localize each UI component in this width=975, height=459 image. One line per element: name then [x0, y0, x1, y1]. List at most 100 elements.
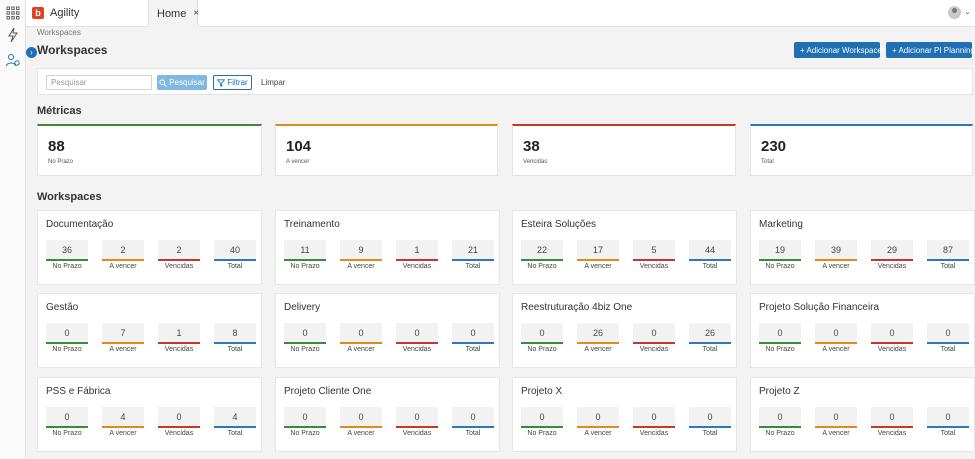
chevron-down-icon[interactable]: ⌄: [964, 7, 971, 16]
add-pi-planning-button[interactable]: + Adicionar PI Planning: [886, 42, 975, 58]
workspace-stat: 0 Total: [689, 407, 731, 437]
workspace-stat-value: 0: [284, 323, 326, 344]
workspace-stat: 36 No Prazo: [46, 240, 88, 270]
filter-button[interactable]: Filtrar: [213, 75, 252, 90]
workspace-stat: 0 A vencer: [577, 407, 619, 437]
search-icon: [159, 78, 168, 87]
workspace-stat: 0 No Prazo: [46, 323, 88, 353]
workspace-stat-label: Vencidas: [164, 430, 194, 437]
workspace-stat: 0 Vencidas: [871, 407, 913, 437]
workspace-card[interactable]: Projeto Z 0 No Prazo 0 A vencer 0 Vencidas 0 Tot…: [750, 377, 975, 452]
breadcrumb[interactable]: Workspaces: [37, 28, 81, 37]
workspace-stat-value: 5: [633, 240, 675, 261]
workspace-name[interactable]: Treinamento: [284, 219, 340, 230]
workspace-stat: 1 Vencidas: [158, 323, 200, 353]
users-settings-icon[interactable]: [5, 52, 21, 68]
workspace-card[interactable]: Treinamento 11 No Prazo 9 A vencer 1 Vencidas 2…: [275, 210, 500, 285]
workspace-stat: 0 Total: [927, 407, 969, 437]
filter-icon: [217, 78, 226, 87]
workspace-stat-label: Vencidas: [639, 430, 669, 437]
workspace-card[interactable]: Marketing 19 No Prazo 39 A vencer 29 Vencidas 8…: [750, 210, 975, 285]
workspace-stat-value: 0: [759, 407, 801, 428]
workspace-stat-label: Total: [702, 430, 718, 437]
tab-close-icon[interactable]: ×: [193, 8, 200, 19]
sidebar-expand-icon[interactable]: ›: [26, 47, 37, 58]
workspace-name[interactable]: Projeto X: [521, 386, 563, 397]
workspace-stat-value: 0: [46, 407, 88, 428]
workspace-card[interactable]: Delivery 0 No Prazo 0 A vencer 0 Vencidas 0 Tota…: [275, 293, 500, 368]
metric-label: Total: [761, 159, 774, 165]
workspace-stat-label: A vencer: [109, 346, 137, 353]
workspace-card[interactable]: Projeto Solução Financeira 0 No Prazo 0 A ve…: [750, 293, 975, 368]
workspace-name[interactable]: Projeto Solução Financeira: [759, 302, 880, 313]
workspace-stat-value: 7: [102, 323, 144, 344]
workspace-stat: 4 A vencer: [102, 407, 144, 437]
app-name: Agility: [50, 7, 80, 19]
workspace-stat-label: Total: [702, 346, 718, 353]
workspace-card[interactable]: Reestruturação 4biz One 0 No Prazo 26 A venc…: [512, 293, 737, 368]
workspace-stat-label: A vencer: [822, 346, 850, 353]
workspace-stat-label: Vencidas: [164, 263, 194, 270]
workspace-stat: 26 A vencer: [577, 323, 619, 353]
workspace-stat: 22 No Prazo: [521, 240, 563, 270]
workspace-stat: 0 A vencer: [340, 407, 382, 437]
user-avatar[interactable]: [948, 6, 961, 19]
workspace-stat-label: A vencer: [109, 263, 137, 270]
workspace-card[interactable]: PSS e Fábrica 0 No Prazo 4 A vencer 0 Vencidas…: [37, 377, 262, 452]
workspace-stat-label: No Prazo: [765, 346, 795, 353]
workspace-stat: 0 No Prazo: [284, 407, 326, 437]
workspace-stat: 17 A vencer: [577, 240, 619, 270]
search-input[interactable]: [46, 75, 152, 90]
workspace-stat: 0 No Prazo: [521, 323, 563, 353]
workspace-name[interactable]: Esteira Soluções: [521, 219, 597, 230]
workspace-stat: 19 No Prazo: [759, 240, 801, 270]
workspace-name[interactable]: Documentação: [46, 219, 114, 230]
workspace-stat-label: No Prazo: [290, 430, 320, 437]
workspace-card[interactable]: Esteira Soluções 22 No Prazo 17 A vencer 5 Ven…: [512, 210, 737, 285]
workspace-stat-label: Total: [940, 430, 956, 437]
workspace-card[interactable]: Projeto X 0 No Prazo 0 A vencer 0 Vencidas 0 Tot…: [512, 377, 737, 452]
workspace-stat-value: 1: [396, 240, 438, 261]
workspace-stat-value: 0: [871, 407, 913, 428]
workspace-stat-label: No Prazo: [290, 346, 320, 353]
workspace-name[interactable]: PSS e Fábrica: [46, 386, 111, 397]
workspace-stat-label: Total: [940, 346, 956, 353]
workspace-name[interactable]: Marketing: [759, 219, 803, 230]
workspace-stat-value: 9: [340, 240, 382, 261]
add-workspace-button[interactable]: + Adicionar Workspace: [794, 42, 882, 58]
workspace-stat-value: 0: [577, 407, 619, 428]
workspace-stat-label: No Prazo: [527, 346, 557, 353]
workspace-stat: 0 Vencidas: [633, 323, 675, 353]
workspace-name[interactable]: Projeto Cliente One: [284, 386, 372, 397]
workspace-card[interactable]: Gestão 0 No Prazo 7 A vencer 1 Vencidas 8 Total: [37, 293, 262, 368]
workspace-stat-value: 36: [46, 240, 88, 261]
workspace-name[interactable]: Gestão: [46, 302, 79, 313]
workspace-name[interactable]: Delivery: [284, 302, 321, 313]
workspace-card[interactable]: Documentação 36 No Prazo 2 A vencer 2 Vencidas…: [37, 210, 262, 285]
workspace-stat-label: No Prazo: [52, 346, 82, 353]
workspace-stat-label: Total: [465, 346, 481, 353]
workspace-card[interactable]: Projeto Cliente One 0 No Prazo 0 A vencer 0 Ve…: [275, 377, 500, 452]
workspace-stat-value: 0: [927, 407, 969, 428]
apps-grid-icon[interactable]: [5, 5, 21, 21]
workspace-stat-label: A vencer: [347, 430, 375, 437]
workspace-stat-value: 2: [158, 240, 200, 261]
workspace-stat: 0 Total: [927, 323, 969, 353]
workspace-stat-label: A vencer: [347, 263, 375, 270]
metric-value: 88: [48, 138, 65, 155]
workspace-name[interactable]: Reestruturação 4biz One: [521, 302, 633, 313]
workspace-stat: 1 Vencidas: [396, 240, 438, 270]
metric-value: 38: [523, 138, 540, 155]
workspace-stat-value: 87: [927, 240, 969, 261]
tab-home-label: Home: [157, 7, 187, 20]
workspace-name[interactable]: Projeto Z: [759, 386, 800, 397]
tab-home[interactable]: Home ×: [148, 0, 200, 27]
workspace-stat-value: 8: [214, 323, 256, 344]
lightning-icon[interactable]: [5, 27, 21, 43]
workspace-stat-value: 22: [521, 240, 563, 261]
clear-button[interactable]: Limpar: [261, 78, 286, 87]
workspace-stat: 29 Vencidas: [871, 240, 913, 270]
workspace-stat-value: 0: [633, 323, 675, 344]
search-button[interactable]: Pesquisar: [157, 75, 207, 90]
workspace-stat-value: 0: [46, 323, 88, 344]
